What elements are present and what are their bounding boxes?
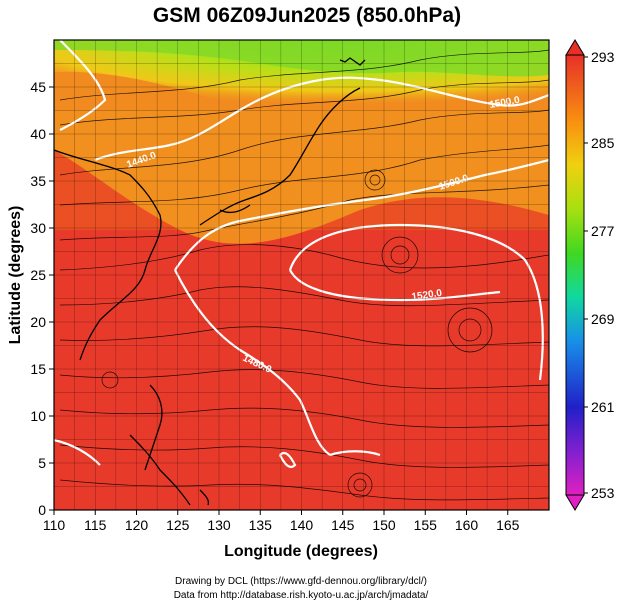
- gridlines: [53, 39, 550, 511]
- colorbar-tick-label: 293: [591, 49, 615, 65]
- x-axis: 110 115 120 125 130 135 140 145 150 155 160 165: [43, 510, 520, 533]
- y-tick-label: 5: [38, 455, 46, 471]
- y-tick-label: 40: [30, 126, 46, 142]
- colorbar: 253 261 269 277 285 293: [565, 39, 615, 511]
- streamlines: [59, 49, 549, 501]
- x-tick-label: 160: [455, 517, 479, 533]
- colorbar-top-arrow: [565, 39, 585, 56]
- x-tick-label: 125: [166, 517, 190, 533]
- colorbar-tick-label: 269: [591, 311, 615, 327]
- colorbar-tick-label: 277: [591, 223, 615, 239]
- y-tick-label: 35: [30, 173, 46, 189]
- y-axis-label: Latitude (degrees): [7, 206, 24, 345]
- x-tick-label: 150: [372, 517, 396, 533]
- y-tick-label: 25: [30, 267, 46, 283]
- x-tick-label: 155: [414, 517, 438, 533]
- colorbar-ticks: 253 261 269 277 285 293: [584, 49, 615, 501]
- x-tick-label: 165: [496, 517, 520, 533]
- y-axis: 0 5 10 15 20 25 30 35 40 45: [30, 79, 54, 518]
- x-tick-label: 130: [207, 517, 231, 533]
- y-tick-label: 15: [30, 361, 46, 377]
- contour-label: 1520.0: [411, 288, 443, 303]
- height-contours: [54, 40, 549, 469]
- y-tick-label: 10: [30, 408, 46, 424]
- colorbar-scale: [565, 54, 585, 496]
- x-tick-label: 110: [43, 517, 66, 533]
- x-tick-label: 140: [290, 517, 314, 533]
- x-axis-label: Longitude (degrees): [224, 543, 378, 560]
- y-tick-label: 0: [38, 502, 46, 518]
- y-tick-label: 30: [30, 220, 46, 236]
- colorbar-tick-label: 253: [591, 485, 615, 501]
- x-tick-label: 145: [331, 517, 355, 533]
- x-tick-label: 115: [84, 517, 107, 533]
- colorbar-bottom-arrow: [565, 494, 585, 511]
- colorbar-tick-label: 285: [591, 135, 615, 151]
- credit-data: Data from http://database.rish.kyoto-u.a…: [174, 590, 429, 601]
- credit-drawing: Drawing by DCL (https://www.gfd-dennou.o…: [175, 576, 427, 587]
- y-tick-label: 20: [30, 314, 46, 330]
- contour-label: 1500.0: [489, 95, 521, 111]
- colorbar-tick-label: 261: [591, 399, 615, 415]
- x-tick-label: 135: [249, 517, 273, 533]
- x-tick-label: 120: [125, 517, 149, 533]
- y-tick-label: 45: [30, 79, 46, 95]
- map-title: GSM 06Z09Jun2025 (850.0hPa): [153, 4, 461, 27]
